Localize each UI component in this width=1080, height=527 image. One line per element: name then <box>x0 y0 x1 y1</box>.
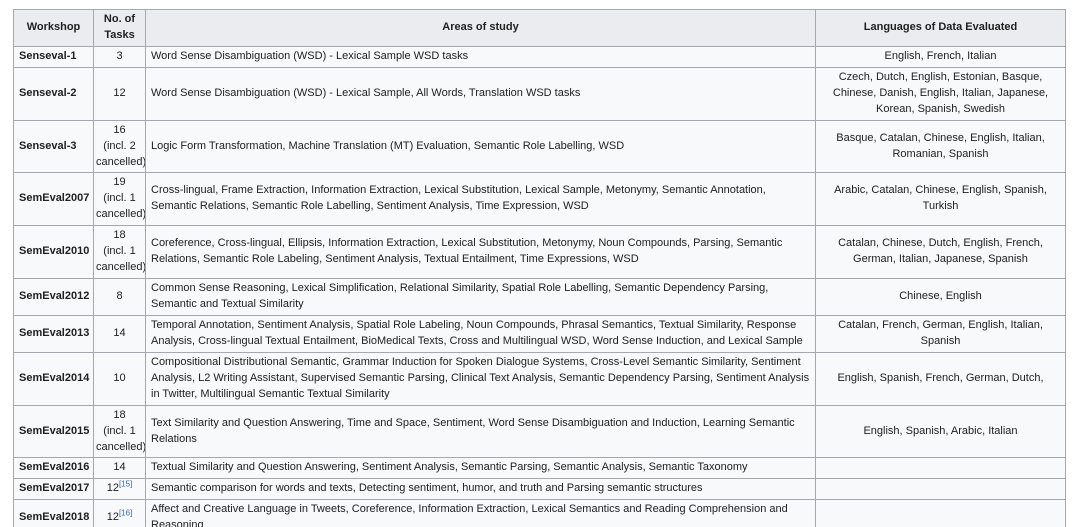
col-header-tasks: No. of Tasks <box>93 9 146 47</box>
tasks-count: 18 (incl. 1 cancelled) <box>96 408 146 453</box>
tasks-cell: 14 <box>93 314 146 353</box>
workshop-name: SemEval2017 <box>13 478 94 501</box>
workshop-name: SemEval2013 <box>13 314 94 353</box>
tasks-cell: 12[15] <box>93 478 146 501</box>
languages-cell: Arabic, Catalan, Chinese, English, Spani… <box>815 172 1066 227</box>
areas-of-study-cell: Text Similarity and Question Answering, … <box>145 404 816 459</box>
tasks-cell: 10 <box>93 351 146 406</box>
tasks-count: 16 (incl. 2 cancelled) <box>96 123 146 168</box>
areas-of-study-cell: Affect and Creative Language in Tweets, … <box>145 499 816 527</box>
languages-cell: Catalan, Chinese, Dutch, English, French… <box>815 225 1066 280</box>
tasks-cell: 14 <box>93 457 146 480</box>
header-row: Workshop No. of Tasks Areas of study Lan… <box>13 9 1066 47</box>
areas-of-study-cell: Word Sense Disambiguation (WSD) - Lexica… <box>145 45 816 68</box>
tasks-cell: 12[16] <box>93 499 146 527</box>
areas-of-study-cell: Compositional Distributional Semantic, G… <box>145 351 816 406</box>
table-row: SemEval2015 18 (incl. 1 cancelled) Text … <box>13 404 1066 459</box>
workshop-name: SemEval2012 <box>13 278 94 316</box>
citation-link[interactable]: [15] <box>118 479 133 489</box>
areas-of-study-cell: Word Sense Disambiguation (WSD) - Lexica… <box>145 66 816 121</box>
tasks-count: 8 <box>116 290 123 303</box>
tasks-cell: 18 (incl. 1 cancelled) <box>93 404 146 459</box>
languages-cell: English, Spanish, Arabic, Italian <box>815 404 1066 459</box>
workshop-name: SemEval2007 <box>13 172 94 227</box>
areas-of-study-cell: Coreference, Cross-lingual, Ellipsis, In… <box>145 225 816 280</box>
workshop-name: SemEval2014 <box>13 351 94 406</box>
areas-of-study-cell: Cross-lingual, Frame Extraction, Informa… <box>145 172 816 227</box>
table-row: SemEval2014 10 Compositional Distributio… <box>13 351 1066 406</box>
workshop-name: Senseval-3 <box>13 119 94 174</box>
citation-link[interactable]: [16] <box>118 508 133 518</box>
tasks-count: 12 <box>106 511 119 524</box>
languages-cell: Czech, Dutch, English, Estonian, Basque,… <box>815 66 1066 121</box>
tasks-count: 14 <box>113 461 126 474</box>
tasks-count: 10 <box>113 371 126 384</box>
tasks-count: 18 (incl. 1 cancelled) <box>96 229 146 274</box>
tasks-count: 12 <box>106 482 119 495</box>
col-header-areas: Areas of study <box>145 9 816 47</box>
languages-cell: English, French, Italian <box>815 45 1066 68</box>
table-body: Senseval-1 3 Word Sense Disambiguation (… <box>13 45 1066 527</box>
workshop-name: SemEval2015 <box>13 404 94 459</box>
tasks-count: 3 <box>116 49 123 62</box>
table-row: SemEval2018 12[16] Affect and Creative L… <box>13 499 1066 527</box>
tasks-cell: 18 (incl. 1 cancelled) <box>93 225 146 280</box>
table-row: Senseval-2 12 Word Sense Disambiguation … <box>13 66 1066 121</box>
table-row: SemEval2007 19 (incl. 1 cancelled) Cross… <box>13 172 1066 227</box>
workshop-name: SemEval2010 <box>13 225 94 280</box>
col-header-workshop: Workshop <box>13 9 94 47</box>
areas-of-study-cell: Common Sense Reasoning, Lexical Simplifi… <box>145 278 816 316</box>
areas-of-study-cell: Logic Form Transformation, Machine Trans… <box>145 119 816 174</box>
table-row: Senseval-1 3 Word Sense Disambiguation (… <box>13 45 1066 68</box>
table-row: SemEval2010 18 (incl. 1 cancelled) Coref… <box>13 225 1066 280</box>
languages-cell <box>815 457 1066 480</box>
areas-of-study-cell: Textual Similarity and Question Answerin… <box>145 457 816 480</box>
areas-of-study-cell: Semantic comparison for words and texts,… <box>145 478 816 501</box>
tasks-cell: 16 (incl. 2 cancelled) <box>93 119 146 174</box>
table-row: SemEval2012 8 Common Sense Reasoning, Le… <box>13 278 1066 316</box>
workshop-name: Senseval-2 <box>13 66 94 121</box>
workshop-name: SemEval2018 <box>13 499 94 527</box>
table-row: SemEval2017 12[15] Semantic comparison f… <box>13 478 1066 501</box>
languages-cell: Catalan, French, German, English, Italia… <box>815 314 1066 353</box>
languages-cell <box>815 499 1066 527</box>
table-row: Senseval-3 16 (incl. 2 cancelled) Logic … <box>13 119 1066 174</box>
languages-cell <box>815 478 1066 501</box>
languages-cell: Chinese, English <box>815 278 1066 316</box>
tasks-cell: 12 <box>93 66 146 121</box>
col-header-languages: Languages of Data Evaluated <box>815 9 1066 47</box>
languages-cell: Basque, Catalan, Chinese, English, Itali… <box>815 119 1066 174</box>
tasks-count: 14 <box>113 326 126 339</box>
workshop-name: Senseval-1 <box>13 45 94 68</box>
areas-of-study-cell: Temporal Annotation, Sentiment Analysis,… <box>145 314 816 353</box>
tasks-cell: 3 <box>93 45 146 68</box>
tasks-count: 12 <box>113 86 126 99</box>
table-row: SemEval2016 14 Textual Similarity and Qu… <box>13 457 1066 480</box>
tasks-cell: 19 (incl. 1 cancelled) <box>93 172 146 227</box>
languages-cell: English, Spanish, French, German, Dutch, <box>815 351 1066 406</box>
table-row: SemEval2013 14 Temporal Annotation, Sent… <box>13 314 1066 353</box>
workshop-name: SemEval2016 <box>13 457 94 480</box>
tasks-count: 19 (incl. 1 cancelled) <box>96 176 146 221</box>
tasks-cell: 8 <box>93 278 146 316</box>
workshops-table: Workshop No. of Tasks Areas of study Lan… <box>13 9 1066 527</box>
